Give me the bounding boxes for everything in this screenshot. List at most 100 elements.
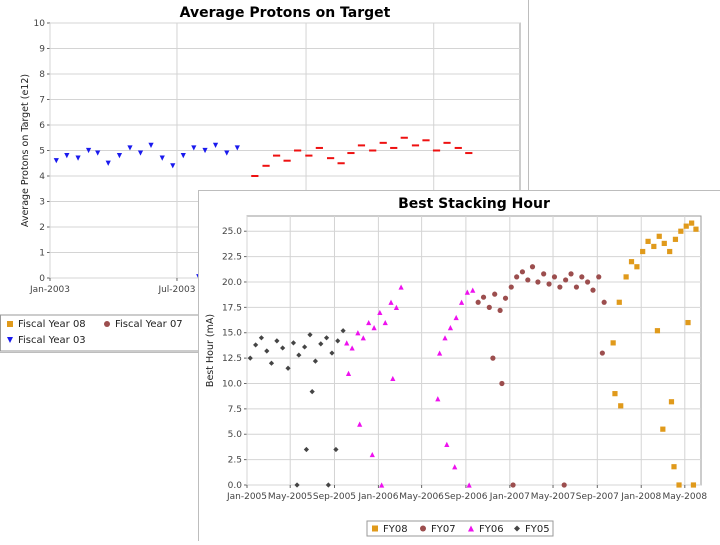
data-point (573, 284, 580, 290)
legend-marker (468, 525, 474, 532)
data-point (601, 299, 607, 305)
data-point (443, 141, 451, 144)
data-point (667, 248, 673, 255)
data-point (357, 144, 366, 147)
data-point (400, 136, 408, 139)
y-tick-label: 15.0 (222, 329, 242, 339)
data-point (464, 289, 470, 295)
data-point (628, 259, 635, 265)
best-stacking-hour-chart: Best Stacking Hour 0.0 2.5 5.0 7.5 10.0 12.5 15… (205, 196, 707, 537)
data-point (683, 223, 689, 229)
data-point (690, 482, 697, 488)
legend-marker (7, 337, 13, 343)
y-tick-label: 2 (39, 223, 45, 233)
data-point (262, 164, 270, 167)
data-point (453, 314, 459, 321)
y-tick-label: 1 (39, 249, 45, 259)
data-point (437, 350, 443, 356)
x-tick-label: Jul-2003 (157, 285, 195, 295)
data-point (366, 319, 372, 326)
data-point (535, 279, 541, 285)
data-point (616, 299, 622, 305)
data-point (651, 243, 657, 250)
data-point (466, 482, 472, 488)
data-point (379, 141, 387, 144)
best-stacking-hour-chart-panel: Best Stacking Hour 0.0 2.5 5.0 7.5 10.0 12.5 15… (198, 190, 720, 541)
x-tick-label: Sep-2006 (444, 492, 487, 502)
y-tick-label: 7.5 (228, 405, 242, 415)
data-point (307, 332, 313, 338)
data-point (337, 162, 345, 165)
legend-marker (7, 321, 13, 327)
data-point (377, 309, 383, 316)
y-tick-label: 8 (39, 70, 45, 80)
y-axis-label: Best Hour (mA) (205, 314, 216, 387)
y-tick-label: 12.5 (222, 354, 242, 364)
data-point (529, 264, 536, 270)
data-point (398, 284, 404, 290)
data-point (671, 464, 677, 470)
x-tick-label: Jan-2003 (29, 285, 70, 295)
data-point (344, 340, 350, 346)
x-tick-label: Jan-2006 (357, 492, 398, 502)
data-point (610, 340, 616, 346)
y-tick-label: 4 (39, 172, 45, 182)
x-tick-label: Jan-2008 (620, 492, 661, 502)
data-point (360, 335, 366, 341)
data-point (640, 248, 646, 255)
y-tick-label: 5.0 (228, 430, 243, 440)
data-point (212, 142, 219, 148)
legend-marker (372, 525, 378, 532)
data-point (514, 274, 520, 280)
data-point (584, 279, 591, 285)
data-point (305, 154, 313, 157)
y-tick-label: 22.5 (222, 253, 242, 263)
data-point (563, 277, 569, 283)
data-point (634, 264, 640, 270)
data-point (290, 340, 297, 346)
data-point (315, 146, 323, 149)
y-tick-label: 9 (39, 45, 45, 55)
y-tick-label: 0.0 (228, 481, 243, 491)
data-point (685, 319, 691, 326)
data-point (105, 160, 111, 166)
data-point (480, 294, 487, 300)
data-point (596, 274, 602, 280)
data-point (486, 304, 492, 310)
data-point (599, 350, 605, 356)
data-point (422, 139, 430, 142)
chart-title: Best Stacking Hour (398, 196, 550, 212)
legend-label: Fiscal Year 08 (18, 319, 86, 330)
data-point (590, 287, 596, 293)
data-point (693, 226, 699, 232)
y-tick-label: 5 (39, 147, 45, 157)
data-point (678, 228, 684, 234)
legend-box (0, 314, 201, 352)
data-point (492, 291, 498, 297)
data-point (180, 153, 186, 159)
data-point (442, 335, 448, 341)
data-point (371, 325, 377, 331)
data-point (541, 271, 547, 277)
data-point (224, 150, 230, 156)
x-tick-label: May-2005 (268, 492, 313, 502)
data-point (557, 284, 563, 290)
y-tick-label: 0 (39, 274, 45, 284)
legend-label: FY06 (479, 524, 504, 535)
data-point (390, 375, 396, 382)
data-point (137, 150, 144, 156)
data-point (454, 146, 462, 149)
legend-marker (104, 321, 110, 327)
data-point (234, 145, 240, 151)
data-point (561, 482, 567, 488)
legend-marker (420, 525, 426, 532)
data-point (85, 147, 92, 154)
x-tick-label: May-2006 (399, 492, 444, 502)
data-point (661, 240, 667, 247)
data-point (546, 281, 552, 287)
data-point (490, 355, 496, 361)
chart-legend: FY08 FY07 FY06 FY05 (366, 520, 554, 537)
data-point (452, 464, 458, 470)
data-point (148, 142, 154, 148)
data-point (435, 396, 441, 402)
